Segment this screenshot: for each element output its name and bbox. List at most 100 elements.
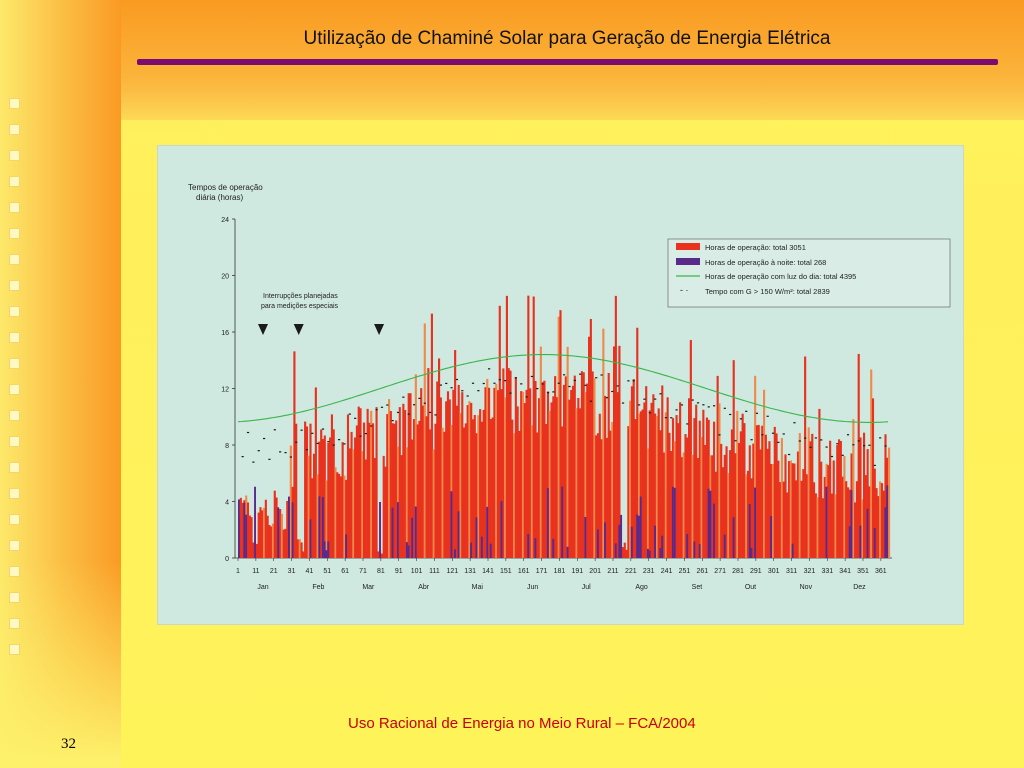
irradiance-point bbox=[632, 380, 635, 382]
operation-bar bbox=[421, 405, 425, 558]
operation-bar bbox=[259, 507, 262, 558]
irradiance-point bbox=[670, 417, 673, 419]
night-operation-bar bbox=[291, 502, 294, 558]
operation-bar bbox=[589, 318, 592, 558]
irradiance-point bbox=[713, 405, 716, 407]
irradiance-point bbox=[338, 439, 341, 441]
operation-bar bbox=[516, 406, 519, 558]
operation-bar bbox=[357, 406, 360, 558]
y-tick-label: 24 bbox=[221, 217, 229, 224]
operation-bar bbox=[845, 481, 848, 558]
x-tick-label: 291 bbox=[750, 568, 762, 575]
operation-bar bbox=[470, 402, 473, 558]
irradiance-point bbox=[648, 412, 651, 414]
operation-bar bbox=[652, 394, 655, 558]
night-operation-bar bbox=[407, 545, 410, 558]
operation-bar bbox=[713, 421, 716, 558]
irradiance-point bbox=[755, 412, 759, 414]
operation-bar bbox=[579, 408, 582, 558]
operation-bar bbox=[534, 380, 537, 558]
operation-bar bbox=[871, 398, 875, 558]
operation-bar bbox=[757, 424, 760, 558]
operation-bar bbox=[670, 450, 673, 558]
operation-bar bbox=[427, 368, 430, 558]
irradiance-point bbox=[771, 432, 775, 434]
operation-bar bbox=[275, 497, 278, 558]
irradiance-point bbox=[504, 380, 507, 382]
operation-bar bbox=[400, 455, 403, 558]
irradiance-point bbox=[579, 373, 582, 375]
decor-square bbox=[9, 98, 20, 109]
x-tick-label: 261 bbox=[696, 568, 708, 575]
operation-bar bbox=[771, 463, 775, 558]
irradiance-point bbox=[675, 409, 678, 411]
operation-bar bbox=[457, 384, 460, 558]
operation-bar bbox=[264, 499, 267, 558]
operation-bar bbox=[332, 429, 335, 558]
night-operation-bar bbox=[748, 504, 751, 558]
night-operation-bar bbox=[345, 534, 348, 558]
decor-square bbox=[9, 436, 20, 447]
irradiance-point bbox=[370, 425, 373, 427]
operation-bar bbox=[759, 449, 762, 558]
operation-bar bbox=[811, 433, 814, 558]
night-operation-bar bbox=[693, 541, 696, 558]
operation-bar bbox=[659, 430, 662, 558]
operation-bar bbox=[521, 391, 525, 558]
daylight-hours-line bbox=[237, 354, 889, 423]
month-label: Jul bbox=[582, 584, 591, 591]
month-label: Nov bbox=[800, 584, 813, 591]
irradiance-point bbox=[879, 437, 882, 439]
operation-bar bbox=[586, 383, 589, 558]
irradiance-point bbox=[777, 441, 780, 443]
operation-bar bbox=[334, 467, 337, 558]
operation-bar bbox=[350, 431, 353, 558]
operation-bar bbox=[346, 414, 350, 558]
operation-bar bbox=[502, 368, 505, 558]
operation-bar bbox=[711, 455, 714, 558]
legend-swatch-operation bbox=[676, 243, 700, 250]
irradiance-point bbox=[418, 397, 421, 399]
operation-bar bbox=[714, 471, 717, 558]
operation-bar bbox=[429, 429, 432, 558]
irradiance-point bbox=[348, 413, 351, 415]
operation-bar bbox=[373, 457, 376, 558]
operation-bar bbox=[273, 490, 276, 558]
decor-square bbox=[9, 592, 20, 603]
y-tick-label: 20 bbox=[221, 274, 229, 281]
operation-bar bbox=[539, 346, 542, 558]
night-operation-bar bbox=[475, 517, 478, 558]
irradiance-point bbox=[568, 385, 571, 388]
operation-bar bbox=[255, 543, 258, 558]
operation-bar bbox=[368, 422, 371, 558]
operation-bar bbox=[543, 380, 546, 558]
night-operation-bar bbox=[309, 519, 312, 558]
operation-bar bbox=[582, 372, 585, 558]
decor-square bbox=[9, 644, 20, 655]
night-operation-bar bbox=[405, 542, 408, 558]
x-tick-label: 121 bbox=[446, 568, 458, 575]
night-operation-bar bbox=[848, 526, 851, 558]
operation-bar bbox=[459, 413, 462, 558]
operation-bar bbox=[439, 397, 442, 558]
irradiance-point bbox=[600, 374, 603, 376]
legend-label-daylight: Horas de operação com luz do dia: total … bbox=[705, 272, 856, 281]
irradiance-point bbox=[493, 382, 496, 384]
irradiance-point bbox=[514, 377, 517, 379]
operation-bar bbox=[525, 389, 528, 558]
month-label: Jun bbox=[527, 584, 538, 591]
night-operation-bar bbox=[489, 543, 492, 558]
operation-bar bbox=[625, 549, 628, 558]
operation-bar bbox=[571, 385, 575, 558]
operation-bar bbox=[354, 437, 357, 558]
operation-bar bbox=[591, 371, 594, 558]
operation-bar bbox=[375, 407, 378, 558]
operation-bar bbox=[680, 457, 683, 558]
night-operation-bar bbox=[470, 542, 473, 558]
irradiance-point bbox=[680, 404, 684, 406]
irradiance-point bbox=[852, 444, 855, 446]
operation-bar bbox=[250, 517, 253, 558]
operation-bar bbox=[645, 386, 648, 558]
irradiance-point bbox=[702, 404, 705, 406]
operation-bar bbox=[436, 381, 439, 558]
